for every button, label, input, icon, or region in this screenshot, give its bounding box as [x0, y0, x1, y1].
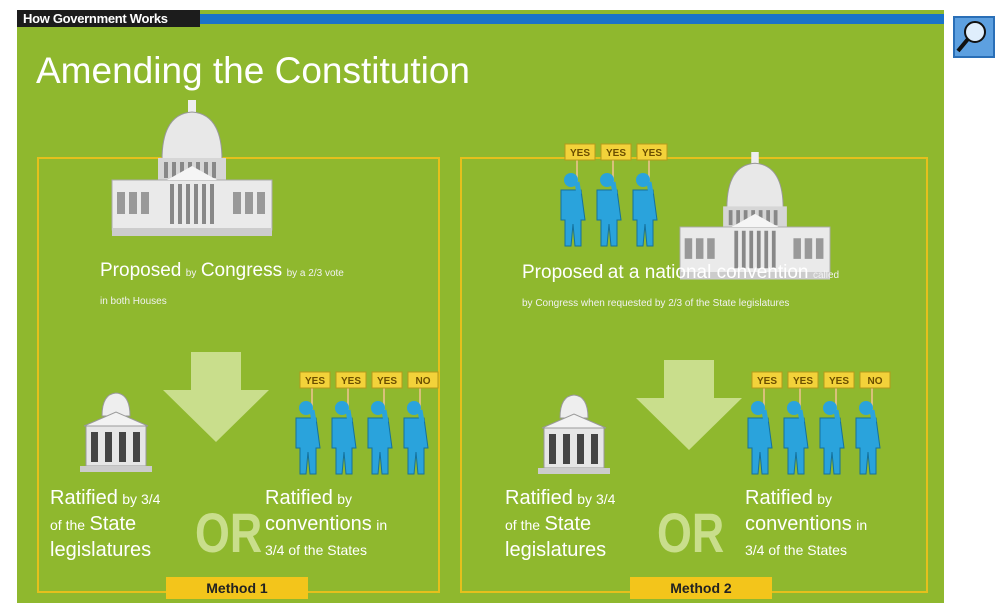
text-segment: Ratified [50, 487, 118, 509]
sign-text: YES [829, 376, 849, 387]
ratified-conventions-text: Ratified by conventions in 3/4 of the Stat… [265, 486, 387, 563]
text-segment: 3/4 of the States [265, 542, 367, 558]
sign-text: YES [606, 148, 626, 159]
section-tab: How Government Works [17, 10, 200, 27]
text-segment: of the [505, 517, 540, 533]
method-label: Method 2 [630, 577, 772, 599]
page: How Government Works Amending the Consti… [0, 0, 1003, 603]
or-label: OR [195, 500, 262, 565]
text-segment: State [89, 513, 136, 535]
text-segment: in [376, 517, 387, 533]
sign-text: YES [377, 376, 397, 387]
sign-text: YES [642, 148, 662, 159]
sign-text: YES [757, 376, 777, 387]
proposed-text: Proposed at a national convention called… [522, 260, 842, 317]
protesters-icon: YES YES YES [553, 140, 671, 250]
text-segment: by 3/4 [577, 491, 615, 507]
text-segment: legislatures [50, 539, 151, 561]
zoom-button[interactable] [953, 16, 995, 58]
sign-text: NO [868, 376, 883, 387]
down-arrow [636, 360, 742, 450]
capitol-icon [112, 100, 272, 244]
text-segment: by 3/4 [122, 491, 160, 507]
text-segment: by [186, 268, 197, 279]
sign-text: YES [341, 376, 361, 387]
text-segment: 3/4 of the States [745, 542, 847, 558]
or-label: OR [657, 500, 724, 565]
header-bar [200, 14, 944, 24]
method-label: Method 1 [166, 577, 308, 599]
text-segment: conventions [745, 513, 852, 535]
text-segment: in [856, 517, 867, 533]
proposed-text: Proposed by Congress by a 2/3 vote in bo… [100, 258, 350, 315]
text-segment: of the [50, 517, 85, 533]
sign-text: NO [416, 376, 431, 387]
title: Amending the Constitution [36, 50, 470, 92]
protesters-icon: YES YES YES NO [740, 368, 894, 478]
sign-text: YES [793, 376, 813, 387]
protesters-icon: YES YES YES NO [288, 368, 442, 478]
sign-text: YES [305, 376, 325, 387]
text-segment: Proposed [100, 260, 181, 281]
down-arrow [163, 352, 269, 442]
text-segment: by [817, 491, 832, 507]
sign-text: YES [570, 148, 590, 159]
text-segment: Congress [201, 260, 282, 281]
text-segment: by [337, 491, 352, 507]
ratified-state-text: Ratified by 3/4 of the State legislatures [505, 486, 615, 564]
state-building-icon [538, 392, 610, 474]
text-segment: conventions [265, 513, 372, 535]
text-segment: at a national convention [608, 262, 809, 283]
text-segment: State [544, 513, 591, 535]
ratified-conventions-text: Ratified by conventions in 3/4 of the Stat… [745, 486, 867, 563]
state-building-icon [80, 390, 152, 472]
text-segment: Ratified [745, 487, 813, 509]
ratified-state-text: Ratified by 3/4 of the State legislatures [50, 486, 160, 564]
text-segment: legislatures [505, 539, 606, 561]
text-segment: Ratified [265, 487, 333, 509]
text-segment: Proposed [522, 262, 603, 283]
text-segment: Ratified [505, 487, 573, 509]
